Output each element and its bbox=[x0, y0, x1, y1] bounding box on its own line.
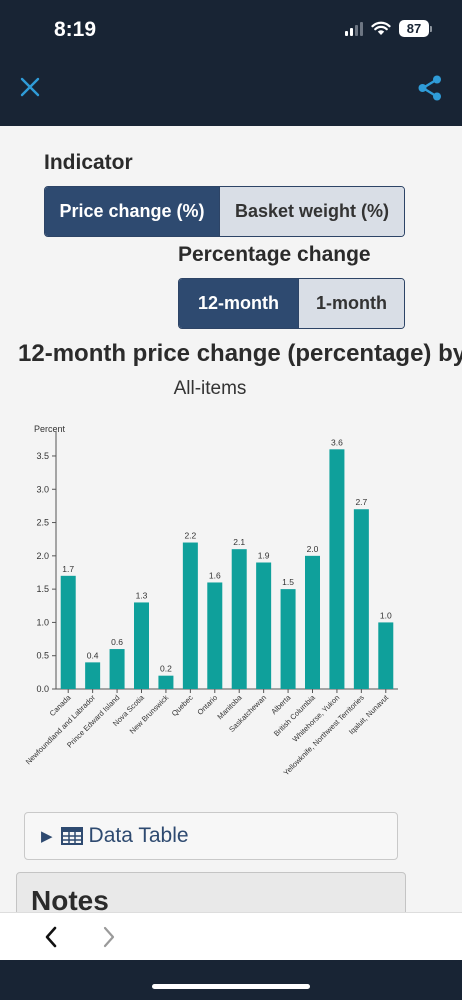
notes-panel: Notes bbox=[16, 872, 406, 912]
data-label: 0.4 bbox=[87, 650, 99, 660]
data-label: 0.2 bbox=[160, 664, 172, 674]
data-table-label: Data Table bbox=[88, 824, 189, 847]
y-tick-label: 0.0 bbox=[36, 684, 49, 694]
data-label: 1.6 bbox=[209, 570, 221, 580]
data-label: 2.2 bbox=[184, 531, 196, 541]
x-tick-label: Alberta bbox=[269, 692, 293, 716]
data-label: 2.1 bbox=[233, 537, 245, 547]
y-tick-label: 0.5 bbox=[36, 651, 49, 661]
home-area bbox=[0, 960, 462, 1000]
cellular-signal-icon bbox=[345, 21, 363, 36]
bar bbox=[231, 549, 247, 689]
main-content: Indicator Price change (%) Basket weight… bbox=[0, 126, 462, 912]
data-label: 1.0 bbox=[380, 610, 392, 620]
expand-triangle-icon: ▶ bbox=[41, 828, 53, 845]
app-bar bbox=[0, 60, 462, 126]
table-icon bbox=[60, 827, 83, 845]
home-indicator[interactable] bbox=[152, 984, 310, 989]
twelve-month-option[interactable]: 12-month bbox=[179, 279, 298, 328]
y-tick-label: 2.0 bbox=[36, 551, 49, 561]
bar bbox=[207, 582, 223, 689]
y-axis-title: Percent bbox=[34, 424, 66, 434]
indicator-toggle: Price change (%) Basket weight (%) bbox=[44, 186, 405, 237]
status-icons: 87 bbox=[345, 20, 432, 37]
chart-title: 12-month price change (percentage) by bbox=[18, 340, 462, 367]
y-tick-label: 3.0 bbox=[36, 484, 49, 494]
bar bbox=[256, 562, 272, 689]
bar-chart: Percent0.00.51.01.52.02.53.03.51.7Canada… bbox=[24, 424, 398, 777]
data-label: 1.9 bbox=[258, 551, 270, 561]
wifi-icon bbox=[371, 21, 391, 35]
y-tick-label: 1.5 bbox=[36, 584, 49, 594]
data-label: 1.5 bbox=[282, 577, 294, 587]
data-label: 1.3 bbox=[136, 590, 148, 600]
bar bbox=[158, 675, 174, 689]
battery-icon: 87 bbox=[399, 20, 432, 37]
bar bbox=[329, 449, 345, 689]
bar bbox=[305, 555, 320, 689]
status-time: 8:19 bbox=[54, 18, 97, 41]
battery-level: 87 bbox=[399, 20, 429, 37]
y-tick-label: 3.5 bbox=[36, 451, 49, 461]
percentage-change-label: Percentage change bbox=[178, 243, 371, 266]
notes-title: Notes bbox=[31, 885, 109, 912]
bar bbox=[85, 662, 101, 689]
bar bbox=[109, 649, 125, 689]
x-tick-label: Ontario bbox=[195, 693, 219, 717]
bar bbox=[378, 622, 394, 689]
percentage-toggle: 12-month 1-month bbox=[178, 278, 405, 329]
one-month-option[interactable]: 1-month bbox=[297, 279, 404, 328]
chart-subtitle: All-items bbox=[173, 378, 247, 399]
data-label: 2.0 bbox=[307, 544, 319, 554]
bar bbox=[134, 602, 149, 689]
y-tick-label: 1.0 bbox=[36, 617, 49, 627]
basket-weight-option[interactable]: Basket weight (%) bbox=[219, 187, 404, 236]
data-table-toggle[interactable]: ▶ Data Table bbox=[24, 812, 398, 860]
price-change-option[interactable]: Price change (%) bbox=[45, 187, 220, 236]
y-tick-label: 2.5 bbox=[36, 518, 49, 528]
data-label: 1.7 bbox=[62, 564, 74, 574]
forward-arrow-icon[interactable] bbox=[98, 924, 120, 950]
bar bbox=[182, 542, 198, 689]
browser-nav-bar bbox=[0, 912, 462, 960]
share-icon[interactable] bbox=[417, 74, 443, 102]
close-icon[interactable] bbox=[17, 74, 43, 100]
x-tick-label: Quebec bbox=[170, 693, 195, 718]
back-arrow-icon[interactable] bbox=[40, 924, 62, 950]
status-bar: 8:19 87 bbox=[0, 0, 462, 60]
bar bbox=[60, 575, 76, 689]
bar bbox=[280, 589, 296, 689]
indicator-label: Indicator bbox=[44, 151, 133, 174]
bar bbox=[353, 509, 369, 689]
data-label: 2.7 bbox=[355, 497, 367, 507]
data-label: 3.6 bbox=[331, 437, 343, 447]
data-label: 0.6 bbox=[111, 637, 123, 647]
